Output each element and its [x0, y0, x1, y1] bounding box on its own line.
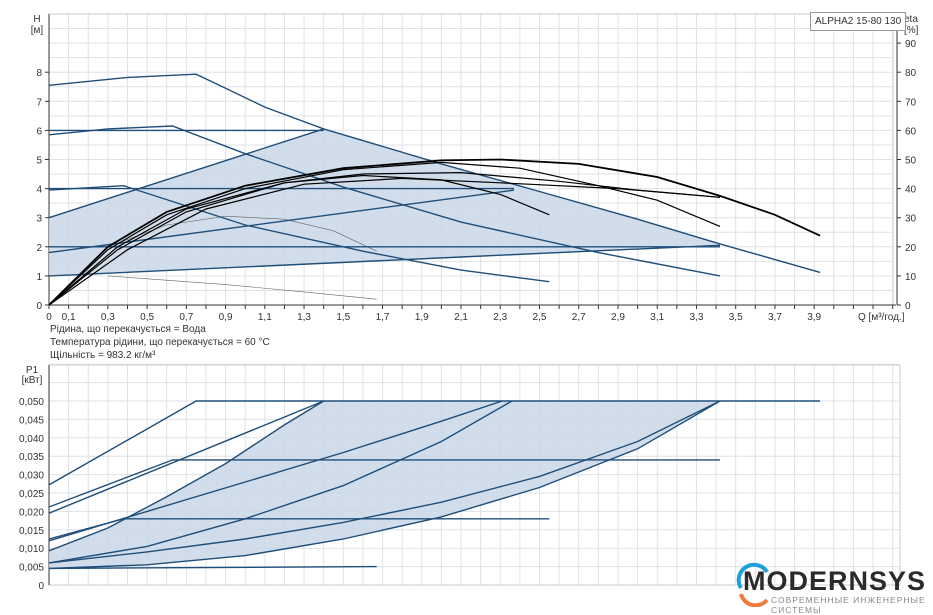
y-right-tick-label: 10: [905, 272, 917, 283]
x-tick-label: 1,9: [415, 312, 429, 323]
y-axis-label: [м]: [31, 25, 44, 36]
power-curve: [48, 400, 821, 486]
x-tick-label: 2,3: [493, 312, 507, 323]
power-tick-label: 0,045: [19, 415, 44, 426]
legend-pump-model: ALPHA2 15-80 130: [810, 12, 907, 31]
x-tick-label: 1,5: [336, 312, 350, 323]
y-right-tick-label: 20: [905, 243, 917, 254]
power-axis-label: [кВт]: [22, 375, 43, 386]
efficiency-curve: [48, 161, 721, 306]
x-tick-label: 1,3: [297, 312, 311, 323]
power-tick-label: 0,030: [19, 471, 44, 482]
x-tick-label: 3,5: [729, 312, 743, 323]
x-tick-label: 2,1: [454, 312, 468, 323]
y-right-axis-label: [%]: [904, 25, 919, 36]
x-axis-label: Q [м³/год.]: [858, 312, 905, 323]
x-tick-label: 2,9: [611, 312, 625, 323]
head-curve: [48, 125, 721, 277]
logo-arc-icon: [736, 562, 769, 607]
y-tick-label: 7: [36, 97, 42, 108]
power-tick-label: 0,040: [19, 434, 44, 445]
x-tick-label: 1,7: [376, 312, 390, 323]
power-tick-label: 0,010: [19, 544, 44, 555]
head-curve: [48, 128, 324, 219]
efficiency-curve: [48, 158, 821, 306]
operating-area-head: [49, 128, 720, 276]
y-tick-label: 1: [36, 272, 42, 283]
power-tick-label: 0,035: [19, 452, 44, 463]
power-tick-label: 0,015: [19, 526, 44, 537]
y-tick-label: 5: [36, 156, 42, 167]
x-tick-label: 3,1: [650, 312, 664, 323]
power-tick-label: 0,020: [19, 507, 44, 518]
power-curve: [48, 459, 720, 508]
x-tick-label: 3,9: [807, 312, 821, 323]
x-tick-label: 3,7: [768, 312, 782, 323]
y-right-tick-label: 0: [905, 301, 911, 312]
y-tick-label: 3: [36, 214, 42, 225]
efficiency-curve: [48, 174, 550, 306]
y-right-tick-label: 80: [905, 68, 917, 79]
note-temperature: Температура рідини, що перекачується = 6…: [50, 337, 270, 348]
x-tick-label: 2,5: [533, 312, 547, 323]
power-curve: [48, 565, 377, 570]
y-right-axis-label: eta: [904, 14, 918, 25]
power-tick-label: 0,050: [19, 397, 44, 408]
y-tick-label: 8: [36, 68, 42, 79]
note-liquid: Рідина, що перекачується = Вода: [50, 324, 206, 335]
y-tick-label: 6: [36, 126, 42, 137]
y-right-tick-label: 70: [905, 97, 917, 108]
logo-tagline: СОВРЕМЕННЫЕ ИНЖЕНЕРНЫЕ СИСТЕМЫ: [771, 595, 926, 615]
y-right-tick-label: 60: [905, 126, 917, 137]
power-curve: [48, 400, 503, 542]
x-tick-label: 0: [46, 312, 52, 323]
power-curve: [48, 400, 721, 570]
x-tick-label: 1,1: [258, 312, 272, 323]
y-tick-label: 0: [36, 301, 42, 312]
power-curve: [48, 400, 324, 514]
y-right-tick-label: 90: [905, 39, 917, 50]
y-right-tick-label: 40: [905, 185, 917, 196]
x-tick-label: 0,9: [219, 312, 233, 323]
x-tick-label: 0,5: [140, 312, 154, 323]
note-density: Щільність = 983.2 кг/м³: [50, 350, 156, 361]
power-axis-label: P1: [26, 365, 39, 376]
power-curve: [48, 400, 513, 564]
x-tick-label: 0,3: [101, 312, 115, 323]
y-right-tick-label: 30: [905, 214, 917, 225]
y-axis-label: H: [33, 14, 40, 25]
operating-area-power: [49, 401, 720, 569]
thin-curve: [107, 275, 377, 300]
x-tick-label: 0,1: [62, 312, 76, 323]
power-tick-label: 0,025: [19, 489, 44, 500]
x-tick-label: 3,3: [690, 312, 704, 323]
head-curve: [48, 244, 721, 277]
x-tick-label: 0,7: [179, 312, 193, 323]
head-curve: [48, 184, 550, 283]
efficiency-curve: [48, 171, 721, 306]
logo-name: MODERNSYS: [743, 566, 927, 596]
efficiency-curve: [48, 177, 721, 306]
power-curve: [48, 400, 721, 564]
power-tick-label: 0,005: [19, 563, 44, 574]
y-tick-label: 4: [36, 185, 42, 196]
y-right-tick-label: 50: [905, 156, 917, 167]
watermark-logo: MODERNSYS СОВРЕМЕННЫЕ ИНЖЕНЕРНЫЕ СИСТЕМЫ: [733, 560, 933, 615]
x-tick-label: 2,7: [572, 312, 586, 323]
power-tick-label: 0: [38, 581, 44, 592]
power-curve: [48, 400, 325, 552]
y-tick-label: 2: [36, 243, 42, 254]
